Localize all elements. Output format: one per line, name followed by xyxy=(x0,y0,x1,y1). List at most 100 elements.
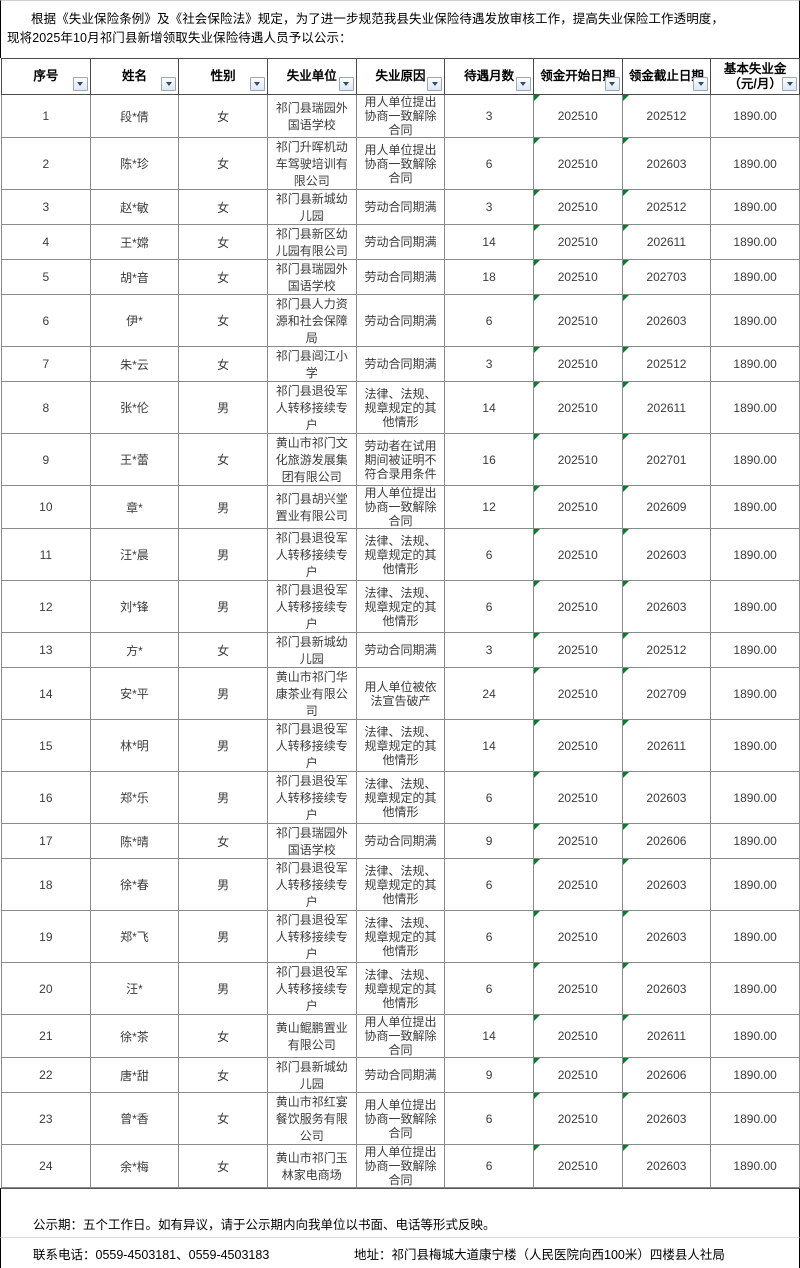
cell-seq[interactable]: 16 xyxy=(1,771,91,824)
cell-unit[interactable]: 祁门县退役军人转移接续专户 xyxy=(266,528,357,581)
cell-seq[interactable]: 11 xyxy=(1,528,91,581)
cell-name[interactable]: 赵*敏 xyxy=(89,189,180,225)
cell-end[interactable]: 202603 xyxy=(621,528,712,581)
cell-end[interactable]: 202611 xyxy=(621,224,712,260)
column-header-unit[interactable]: 失业单位 xyxy=(266,58,357,95)
cell-end[interactable]: 202603 xyxy=(621,858,712,911)
cell-end[interactable]: 202603 xyxy=(621,137,712,190)
cell-sex[interactable]: 女 xyxy=(178,433,268,486)
cell-months[interactable]: 9 xyxy=(444,823,534,859)
cell-unit[interactable]: 祁门县退役军人转移接续专户 xyxy=(266,910,357,963)
cell-amount[interactable]: 1890.00 xyxy=(710,259,800,295)
cell-amount[interactable]: 1890.00 xyxy=(710,962,800,1015)
cell-unit[interactable]: 祁门县人力资源和社会保障局 xyxy=(266,294,357,347)
cell-sex[interactable]: 女 xyxy=(178,189,268,225)
column-header-reason[interactable]: 失业原因 xyxy=(355,58,446,95)
cell-reason[interactable]: 用人单位提出协商一致解除合同 xyxy=(355,1014,446,1058)
column-header-name[interactable]: 姓名 xyxy=(89,58,180,95)
cell-name[interactable]: 汪*晨 xyxy=(89,528,180,581)
cell-sex[interactable]: 男 xyxy=(178,858,268,911)
cell-amount[interactable]: 1890.00 xyxy=(710,224,800,260)
cell-seq[interactable]: 5 xyxy=(1,259,91,295)
cell-amount[interactable]: 1890.00 xyxy=(710,528,800,581)
cell-seq[interactable]: 15 xyxy=(1,719,91,772)
cell-sex[interactable]: 女 xyxy=(178,1144,268,1188)
cell-start[interactable]: 202510 xyxy=(532,485,623,529)
cell-unit[interactable]: 祁门县瑞园外国语学校 xyxy=(266,823,357,859)
cell-reason[interactable]: 劳动合同期满 xyxy=(355,224,446,260)
cell-seq[interactable]: 20 xyxy=(1,962,91,1015)
cell-name[interactable]: 林*明 xyxy=(89,719,180,772)
cell-months[interactable]: 6 xyxy=(444,294,534,347)
column-header-amount[interactable]: 基本失业金（元/月） xyxy=(710,58,800,95)
cell-reason[interactable]: 劳动合同期满 xyxy=(355,823,446,859)
cell-reason[interactable]: 劳动合同期满 xyxy=(355,1057,446,1093)
cell-seq[interactable]: 1 xyxy=(1,94,91,138)
cell-unit[interactable]: 黄山市祁门玉林家电商场 xyxy=(266,1144,357,1188)
cell-months[interactable]: 14 xyxy=(444,381,534,434)
cell-months[interactable]: 14 xyxy=(444,1014,534,1058)
cell-seq[interactable]: 18 xyxy=(1,858,91,911)
cell-months[interactable]: 16 xyxy=(444,433,534,486)
cell-seq[interactable]: 13 xyxy=(1,632,91,668)
cell-end[interactable]: 202603 xyxy=(621,962,712,1015)
cell-unit[interactable]: 祁门县新城幼儿园 xyxy=(266,189,357,225)
cell-name[interactable]: 章* xyxy=(89,485,180,529)
cell-start[interactable]: 202510 xyxy=(532,632,623,668)
cell-amount[interactable]: 1890.00 xyxy=(710,189,800,225)
cell-seq[interactable]: 12 xyxy=(1,580,91,633)
cell-seq[interactable]: 24 xyxy=(1,1144,91,1188)
column-header-months[interactable]: 待遇月数 xyxy=(444,58,534,95)
cell-amount[interactable]: 1890.00 xyxy=(710,1057,800,1093)
cell-seq[interactable]: 2 xyxy=(1,137,91,190)
cell-name[interactable]: 徐*春 xyxy=(89,858,180,911)
cell-reason[interactable]: 劳动合同期满 xyxy=(355,259,446,295)
cell-start[interactable]: 202510 xyxy=(532,224,623,260)
cell-reason[interactable]: 法律、法规、规章规定的其他情形 xyxy=(355,580,446,633)
cell-months[interactable]: 3 xyxy=(444,632,534,668)
cell-end[interactable]: 202606 xyxy=(621,823,712,859)
cell-sex[interactable]: 女 xyxy=(178,1092,268,1145)
cell-end[interactable]: 202603 xyxy=(621,294,712,347)
cell-end[interactable]: 202603 xyxy=(621,1092,712,1145)
cell-reason[interactable]: 法律、法规、规章规定的其他情形 xyxy=(355,910,446,963)
cell-reason[interactable]: 法律、法规、规章规定的其他情形 xyxy=(355,771,446,824)
cell-amount[interactable]: 1890.00 xyxy=(710,771,800,824)
cell-unit[interactable]: 黄山市祁门华康茶业有限公司 xyxy=(266,667,357,720)
cell-amount[interactable]: 1890.00 xyxy=(710,346,800,382)
cell-sex[interactable]: 男 xyxy=(178,485,268,529)
cell-start[interactable]: 202510 xyxy=(532,433,623,486)
cell-start[interactable]: 202510 xyxy=(532,580,623,633)
cell-name[interactable]: 刘*锋 xyxy=(89,580,180,633)
filter-dropdown-icon-name[interactable] xyxy=(161,77,177,91)
cell-start[interactable]: 202510 xyxy=(532,294,623,347)
cell-sex[interactable]: 女 xyxy=(178,224,268,260)
cell-amount[interactable]: 1890.00 xyxy=(710,910,800,963)
cell-months[interactable]: 3 xyxy=(444,346,534,382)
cell-start[interactable]: 202510 xyxy=(532,910,623,963)
cell-name[interactable]: 曾*香 xyxy=(89,1092,180,1145)
cell-reason[interactable]: 法律、法规、规章规定的其他情形 xyxy=(355,962,446,1015)
cell-months[interactable]: 9 xyxy=(444,1057,534,1093)
filter-dropdown-icon-amount[interactable] xyxy=(782,77,797,91)
cell-end[interactable]: 202603 xyxy=(621,580,712,633)
cell-sex[interactable]: 女 xyxy=(178,94,268,138)
cell-name[interactable]: 汪* xyxy=(89,962,180,1015)
cell-end[interactable]: 202703 xyxy=(621,259,712,295)
cell-seq[interactable]: 8 xyxy=(1,381,91,434)
cell-seq[interactable]: 7 xyxy=(1,346,91,382)
cell-name[interactable]: 张*伦 xyxy=(89,381,180,434)
cell-seq[interactable]: 3 xyxy=(1,189,91,225)
cell-reason[interactable]: 法律、法规、规章规定的其他情形 xyxy=(355,858,446,911)
cell-end[interactable]: 202701 xyxy=(621,433,712,486)
cell-unit[interactable]: 祁门县瑞园外国语学校 xyxy=(266,94,357,138)
cell-reason[interactable]: 劳动合同期满 xyxy=(355,632,446,668)
cell-name[interactable]: 唐*甜 xyxy=(89,1057,180,1093)
cell-end[interactable]: 202606 xyxy=(621,1057,712,1093)
cell-unit[interactable]: 祁门升晖机动车驾驶培训有限公司 xyxy=(266,137,357,190)
cell-unit[interactable]: 祁门县阊江小学 xyxy=(266,346,357,382)
cell-end[interactable]: 202512 xyxy=(621,632,712,668)
cell-amount[interactable]: 1890.00 xyxy=(710,1014,800,1058)
cell-reason[interactable]: 用人单位提出协商一致解除合同 xyxy=(355,1092,446,1145)
cell-start[interactable]: 202510 xyxy=(532,137,623,190)
